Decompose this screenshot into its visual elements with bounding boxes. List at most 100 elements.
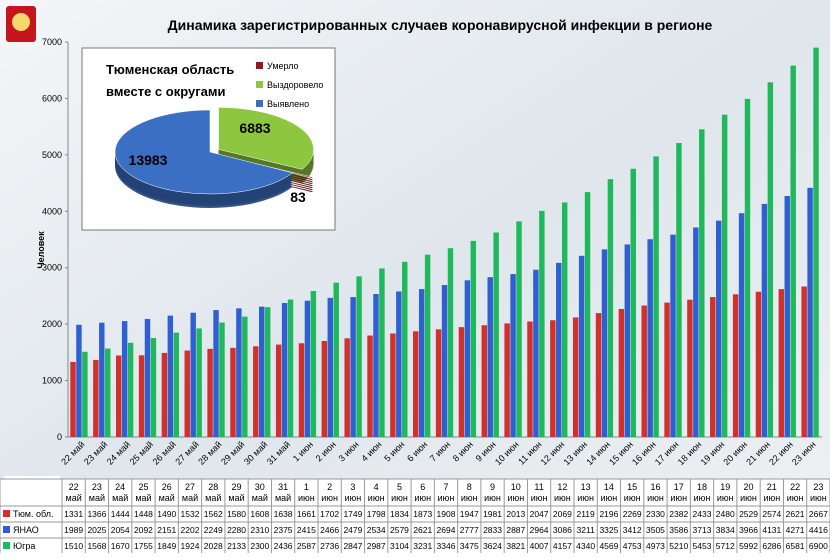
bar [213, 310, 219, 437]
table-value: 3821 [506, 541, 525, 551]
table-value: 4271 [786, 525, 805, 535]
legend-swatch [3, 526, 10, 533]
bar [253, 346, 259, 437]
bar [230, 347, 236, 437]
bar [556, 262, 562, 437]
bar [207, 348, 213, 437]
table-value: 1798 [367, 509, 386, 519]
pie-title: Тюменская область вместе с округами [106, 62, 234, 99]
legend-label: Выздоровело [267, 80, 323, 90]
bar [510, 274, 516, 437]
bar [373, 294, 379, 437]
table-value: 5992 [739, 541, 758, 551]
table-value: 3412 [623, 525, 642, 535]
bar [807, 187, 813, 437]
bar [767, 82, 774, 437]
table-value: 2736 [320, 541, 339, 551]
bar [390, 333, 396, 437]
table-header: 4 июн [368, 482, 385, 503]
table-header: 2 июн [321, 482, 338, 503]
data-label: 13983 [129, 152, 168, 168]
table-value: 1749 [343, 509, 362, 519]
table-value: 2587 [297, 541, 316, 551]
bar [624, 244, 631, 437]
table-header: 25 май [135, 482, 151, 503]
table-value: 1608 [250, 509, 269, 519]
bar [287, 299, 294, 437]
table-value: 2330 [646, 509, 665, 519]
bar [105, 348, 111, 437]
legend-swatch [3, 542, 10, 549]
table-value: 2310 [250, 525, 269, 535]
bar [533, 269, 539, 437]
table-header: 31 май [275, 482, 291, 503]
table-header: 8 июн [461, 482, 478, 503]
bar [402, 261, 408, 437]
table-value: 4340 [576, 541, 595, 551]
bar [161, 352, 168, 437]
table-value: 3325 [599, 525, 618, 535]
table-header: 3 июн [345, 482, 362, 503]
table-header: 28 май [205, 482, 221, 503]
bar [738, 213, 745, 437]
y-tick-label: 4000 [42, 206, 62, 216]
table-value: 2300 [250, 541, 269, 551]
table-bg [0, 478, 830, 555]
table-value: 2202 [181, 525, 200, 535]
bar [670, 234, 676, 437]
bar [693, 227, 699, 437]
legend-label: Югра [13, 541, 35, 551]
table-header: 29 май [228, 482, 244, 503]
bar [236, 308, 242, 437]
bar [441, 284, 448, 437]
bar [333, 282, 339, 437]
table-value: 2847 [343, 541, 362, 551]
table-value: 5712 [716, 541, 735, 551]
bar [344, 338, 350, 437]
table-value: 3505 [646, 525, 665, 535]
table-value: 2579 [390, 525, 409, 535]
legend-label: Выявлено [267, 99, 309, 109]
bar [755, 291, 762, 437]
table-value: 3834 [716, 525, 735, 535]
bar [676, 143, 682, 437]
data-label: 83 [290, 189, 306, 205]
table-value: 2025 [87, 525, 106, 535]
bar [396, 291, 402, 437]
table-value: 1834 [390, 509, 409, 519]
bar [379, 268, 385, 437]
table-value: 1444 [111, 509, 130, 519]
table-value: 1448 [134, 509, 153, 519]
bar [715, 220, 722, 437]
table-header: 21 июн [763, 482, 780, 503]
table-value: 2054 [111, 525, 130, 535]
table-value: 2069 [553, 509, 572, 519]
table-value: 6581 [786, 541, 805, 551]
table-value: 2964 [530, 525, 549, 535]
table-header: 27 май [182, 482, 198, 503]
bar [219, 322, 225, 437]
bar [321, 340, 328, 437]
table-value: 4569 [599, 541, 618, 551]
table-header: 23 май [89, 482, 105, 503]
table-header: 19 июн [717, 482, 734, 503]
bar [601, 249, 608, 437]
y-tick-label: 5000 [42, 150, 62, 160]
bar [578, 255, 585, 437]
bar [173, 332, 180, 437]
table-value: 3104 [390, 541, 409, 551]
table-value: 3346 [437, 541, 456, 551]
bar [418, 289, 425, 437]
table-value: 2534 [367, 525, 386, 535]
bar [653, 156, 659, 437]
table-header: 22 май [66, 482, 82, 503]
table-value: 1989 [64, 525, 83, 535]
bar [99, 322, 105, 437]
bar [572, 317, 579, 437]
bar [350, 297, 356, 437]
y-tick-label: 1000 [42, 376, 62, 386]
table-header: 17 июн [670, 482, 687, 503]
table-value: 2694 [437, 525, 456, 535]
table-value: 1490 [157, 509, 176, 519]
